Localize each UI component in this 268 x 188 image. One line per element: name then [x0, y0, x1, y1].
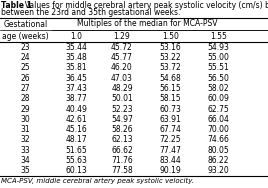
Text: 71.76: 71.76: [111, 156, 133, 165]
Text: 1.50: 1.50: [162, 32, 178, 41]
Text: 56.15: 56.15: [159, 84, 181, 93]
Text: 45.72: 45.72: [111, 43, 133, 52]
Text: 35.81: 35.81: [66, 64, 87, 72]
Text: 53.72: 53.72: [159, 64, 181, 72]
Text: 56.50: 56.50: [207, 74, 229, 83]
Text: 66.04: 66.04: [207, 115, 229, 124]
Text: 25: 25: [21, 64, 30, 72]
Text: 54.93: 54.93: [207, 43, 229, 52]
Text: 42.61: 42.61: [66, 115, 87, 124]
Text: 53.22: 53.22: [159, 53, 181, 62]
Text: Gestational: Gestational: [3, 20, 48, 29]
Text: 62.75: 62.75: [207, 105, 229, 114]
Text: between the 23rd and 35th gestational weeks.: between the 23rd and 35th gestational we…: [1, 8, 181, 17]
Text: 63.91: 63.91: [159, 115, 181, 124]
Text: 47.03: 47.03: [111, 74, 133, 83]
Text: 1.55: 1.55: [210, 32, 227, 41]
Text: 48.29: 48.29: [111, 84, 133, 93]
Text: 51.65: 51.65: [65, 146, 87, 155]
Text: 26: 26: [21, 74, 30, 83]
Text: 58.02: 58.02: [208, 84, 229, 93]
Text: 33: 33: [21, 146, 30, 155]
Text: 54.68: 54.68: [159, 74, 181, 83]
Text: 45.16: 45.16: [65, 125, 87, 134]
Text: Table 1: Table 1: [1, 1, 32, 10]
Text: 35: 35: [21, 166, 30, 175]
Text: 29: 29: [21, 105, 30, 114]
Text: 55.63: 55.63: [65, 156, 87, 165]
Text: 28: 28: [21, 94, 30, 103]
Text: 60.13: 60.13: [65, 166, 87, 175]
Text: 40.49: 40.49: [65, 105, 87, 114]
Text: 31: 31: [21, 125, 30, 134]
Text: MCA-PSV, middle cerebral artery peak systolic velocity.: MCA-PSV, middle cerebral artery peak sys…: [1, 178, 195, 184]
Text: 55.51: 55.51: [207, 64, 229, 72]
Text: 30: 30: [21, 115, 30, 124]
Text: 35.48: 35.48: [65, 53, 87, 62]
Text: 62.13: 62.13: [111, 135, 133, 144]
Text: 34: 34: [21, 156, 30, 165]
Text: 45.77: 45.77: [111, 53, 133, 62]
Text: 54.97: 54.97: [111, 115, 133, 124]
Text: 67.74: 67.74: [159, 125, 181, 134]
Text: 37.43: 37.43: [65, 84, 87, 93]
Text: 58.15: 58.15: [159, 94, 181, 103]
Text: 32: 32: [21, 135, 30, 144]
Text: 72.25: 72.25: [159, 135, 181, 144]
Text: 52.23: 52.23: [111, 105, 133, 114]
Text: 48.17: 48.17: [66, 135, 87, 144]
Text: 35.44: 35.44: [65, 43, 87, 52]
Text: 23: 23: [21, 43, 30, 52]
Text: age (weeks): age (weeks): [2, 32, 49, 41]
Text: 38.77: 38.77: [65, 94, 87, 103]
Text: 90.19: 90.19: [159, 166, 181, 175]
Text: Values for middle cerebral artery peak systolic velocity (cm/s) based on multipl: Values for middle cerebral artery peak s…: [20, 1, 268, 10]
Text: 77.58: 77.58: [111, 166, 133, 175]
Text: 50.01: 50.01: [111, 94, 133, 103]
Text: 1.0: 1.0: [70, 32, 82, 41]
Text: 86.22: 86.22: [208, 156, 229, 165]
Text: 60.09: 60.09: [207, 94, 229, 103]
Text: 55.00: 55.00: [207, 53, 229, 62]
Text: 93.20: 93.20: [207, 166, 229, 175]
Text: Multiples of the median for MCA-PSV: Multiples of the median for MCA-PSV: [77, 20, 218, 28]
Text: 74.66: 74.66: [207, 135, 229, 144]
Text: 83.44: 83.44: [159, 156, 181, 165]
Text: 60.73: 60.73: [159, 105, 181, 114]
Text: 80.05: 80.05: [207, 146, 229, 155]
Text: 24: 24: [21, 53, 30, 62]
Text: 70.00: 70.00: [207, 125, 229, 134]
Text: 53.16: 53.16: [159, 43, 181, 52]
Text: 27: 27: [21, 84, 30, 93]
Text: 36.45: 36.45: [65, 74, 87, 83]
Text: 58.26: 58.26: [111, 125, 133, 134]
Text: 77.47: 77.47: [159, 146, 181, 155]
Text: 1.29: 1.29: [114, 32, 130, 41]
Text: 66.62: 66.62: [111, 146, 133, 155]
Text: 46.20: 46.20: [111, 64, 133, 72]
